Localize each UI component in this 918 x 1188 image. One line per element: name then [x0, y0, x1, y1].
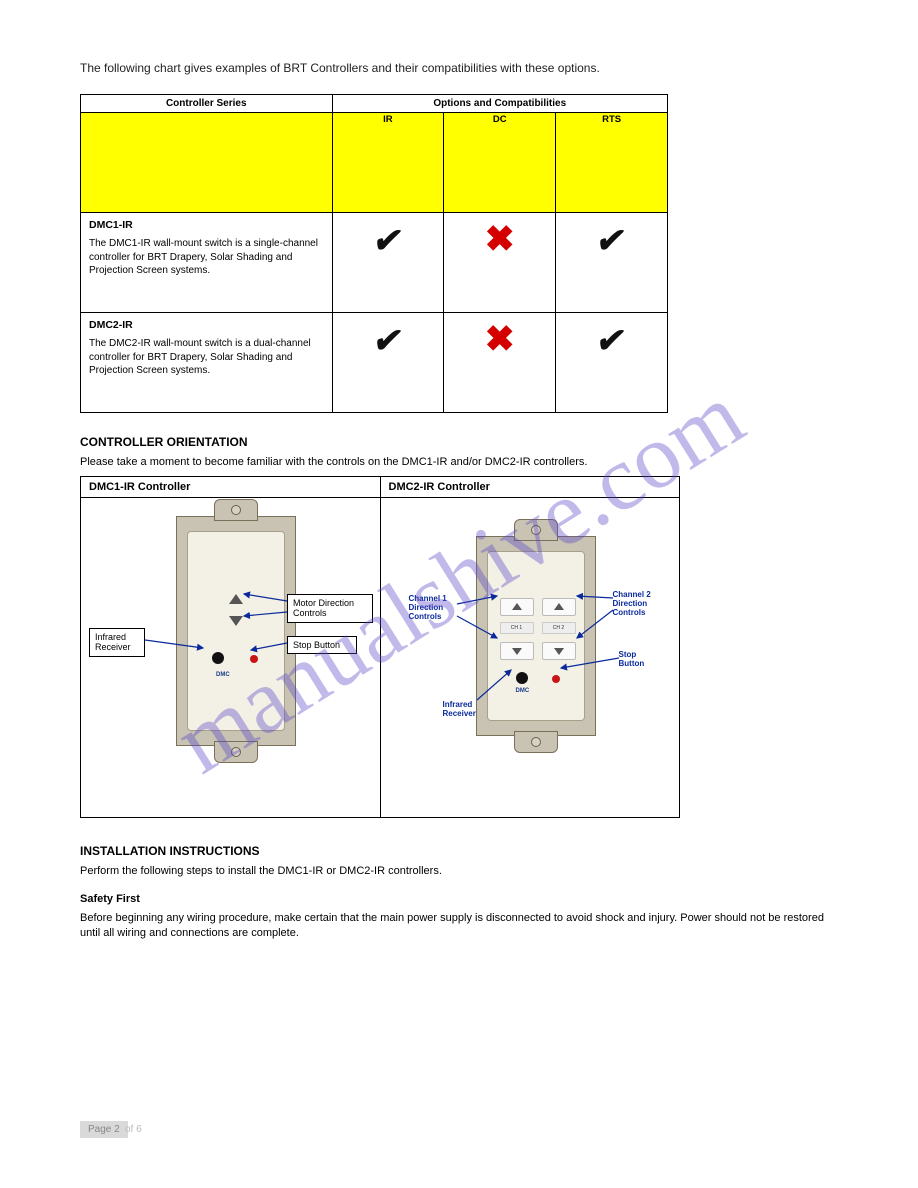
check-icon: ✔	[594, 321, 630, 361]
orientation-para: Please take a moment to become familiar …	[80, 455, 838, 470]
hl-empty	[81, 113, 333, 213]
figure-table: DMC1-IR Controller DMC2-IR Controller	[80, 476, 680, 818]
th-options: Options and Compatibilities	[332, 95, 668, 113]
page: manualshive.com The following chart give…	[0, 0, 918, 1188]
hl-dc: DC	[444, 113, 556, 213]
compat-table: Controller Series Options and Compatibil…	[80, 94, 668, 413]
intro-text: The following chart gives examples of BR…	[80, 60, 838, 76]
check-icon: ✔	[370, 321, 406, 361]
row-dmc1: DMC1-IR The DMC1-IR wall-mount switch is…	[81, 213, 668, 313]
row-dmc2: DMC2-IR The DMC2-IR wall-mount switch is…	[81, 313, 668, 413]
th-controller: Controller Series	[81, 95, 333, 113]
callout-ch2: Channel 2 Direction Controls	[613, 590, 651, 618]
callout-motor-dir: Motor Direction Controls	[287, 594, 373, 623]
fig-dmc2: CH 1 CH 2 DMC Channel 1 Direction Contro…	[380, 498, 680, 818]
orientation-heading: CONTROLLER ORIENTATION	[80, 435, 838, 449]
fig-dmc1: DMC Motor Direction Controls Infrared Re…	[81, 498, 381, 818]
safety-heading: Safety First	[80, 893, 838, 905]
callout-stop2: Stop Button	[619, 650, 645, 668]
safety-body: Before beginning any wiring procedure, m…	[80, 911, 838, 941]
hl-rts: RTS	[556, 113, 668, 213]
desc-dmc1: DMC1-IR The DMC1-IR wall-mount switch is…	[81, 213, 333, 313]
callout-ch2-text: Channel 2 Direction Controls	[613, 590, 651, 617]
check-icon: ✔	[370, 221, 406, 261]
dmc1-ir: ✔	[332, 213, 444, 313]
dmc2-dc: ✖	[444, 313, 556, 413]
hl-ir: IR	[332, 113, 444, 213]
fig-h1: DMC1-IR Controller	[81, 477, 381, 498]
dmc2-rts: ✔	[556, 313, 668, 413]
highlight-row: IR DC RTS	[81, 113, 668, 213]
check-icon: ✔	[594, 221, 630, 261]
dmc2-device: CH 1 CH 2 DMC	[476, 536, 596, 736]
dmc1-rts: ✔	[556, 213, 668, 313]
callout-ch1: Channel 1 Direction Controls	[409, 594, 447, 622]
install-lead: Perform the following steps to install t…	[80, 864, 838, 879]
cross-icon: ✖	[485, 218, 515, 259]
callout-ir: Infrared Receiver	[89, 628, 145, 657]
desc-dmc2: DMC2-IR The DMC2-IR wall-mount switch is…	[81, 313, 333, 413]
callout-ch1-text: Channel 1 Direction Controls	[409, 594, 447, 621]
callout-stop: Stop Button	[287, 636, 357, 654]
dmc1-body: The DMC1-IR wall-mount switch is a singl…	[89, 237, 324, 278]
callout-motor-dir-text: Motor Direction Controls	[293, 598, 354, 618]
dmc2-body: The DMC2-IR wall-mount switch is a dual-…	[89, 337, 324, 378]
install-heading: INSTALLATION INSTRUCTIONS	[80, 844, 838, 858]
dmc1-device: DMC	[176, 516, 296, 746]
cross-icon: ✖	[485, 318, 515, 359]
page-number: Page 2	[80, 1121, 128, 1138]
fig-h2: DMC2-IR Controller	[380, 477, 680, 498]
callout-ir-text: Infrared Receiver	[95, 632, 131, 652]
dmc2-ir: ✔	[332, 313, 444, 413]
callout-stop-text: Stop Button	[293, 640, 340, 650]
dmc2-title: DMC2-IR	[89, 319, 324, 331]
callout-ir2: Infrared Receiver	[443, 700, 476, 718]
page-of: of 6	[125, 1124, 142, 1135]
dmc1-title: DMC1-IR	[89, 219, 324, 231]
dmc1-dc: ✖	[444, 213, 556, 313]
callout-ir2-text: Infrared Receiver	[443, 700, 476, 718]
callout-stop2-text: Stop Button	[619, 650, 645, 668]
